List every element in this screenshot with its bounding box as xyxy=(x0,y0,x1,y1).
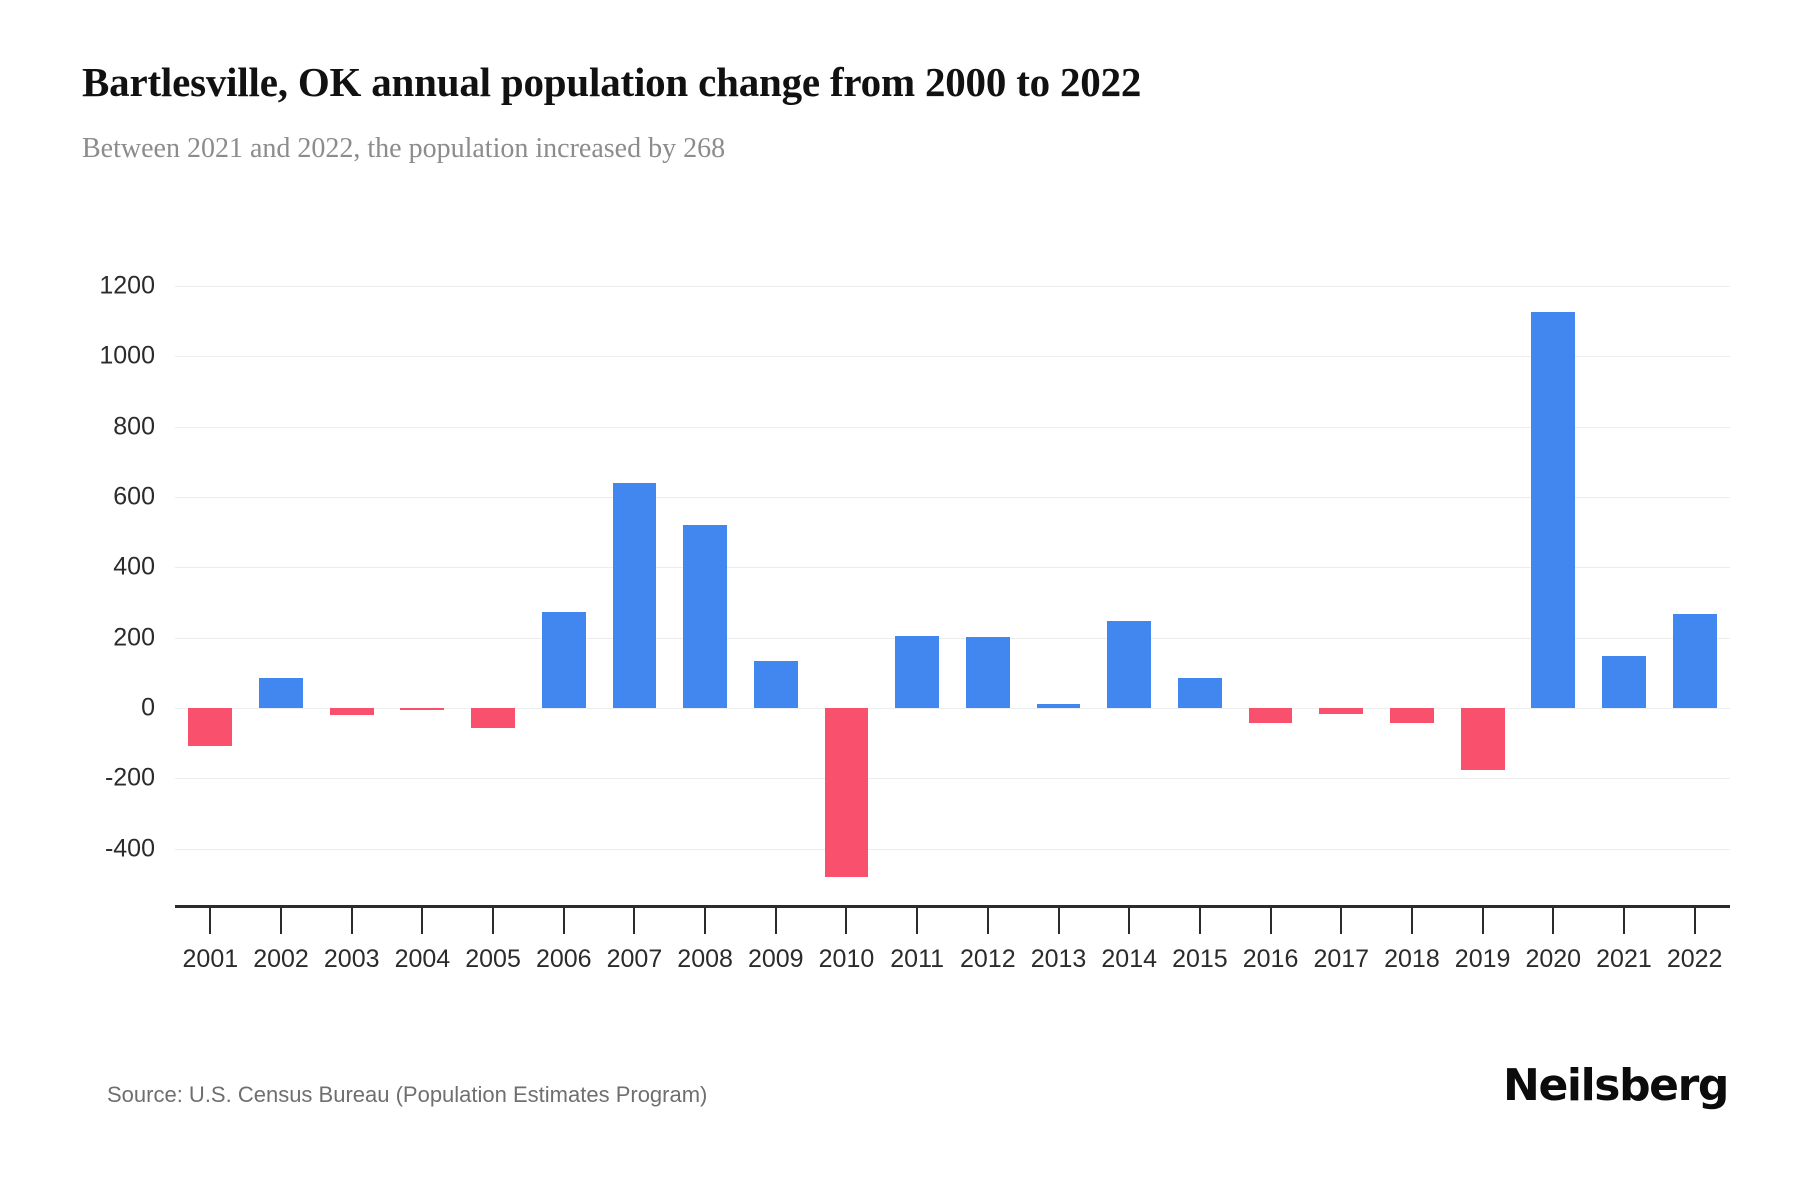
x-axis-tick-label: 2011 xyxy=(890,945,945,973)
bar-2003[interactable] xyxy=(329,708,374,716)
bar-2014[interactable] xyxy=(1107,620,1152,709)
x-axis-tick-labels: 2001 2002 2003 2004 2005 2006 2007 2008 2009 2010… xyxy=(175,945,1730,985)
bar-2016[interactable] xyxy=(1248,708,1293,723)
x-axis-tick-label: 2003 xyxy=(323,945,380,973)
y-axis-tick-label: -400 xyxy=(104,834,155,863)
bar-2015[interactable] xyxy=(1177,677,1222,709)
x-axis-tick xyxy=(1481,908,1484,934)
x-axis-tick xyxy=(1128,908,1131,934)
bar-2001[interactable] xyxy=(188,708,233,746)
bar-2018[interactable] xyxy=(1390,708,1434,724)
x-axis-tick-label: 2001 xyxy=(182,945,239,973)
bar-2002[interactable] xyxy=(259,678,303,709)
x-axis-tick xyxy=(421,908,424,934)
x-axis-tick xyxy=(492,908,495,934)
x-axis-tick-label: 2014 xyxy=(1101,945,1158,973)
x-axis-tick xyxy=(350,908,353,934)
x-axis-tick xyxy=(916,908,919,934)
x-axis-tick xyxy=(774,908,777,934)
page-title: Bartlesville, OK annual population chang… xyxy=(82,59,1142,105)
x-axis-tick xyxy=(633,908,636,934)
x-axis-tick-label: 2010 xyxy=(818,945,875,973)
bar-2011[interactable] xyxy=(895,635,940,709)
x-axis-tick xyxy=(1622,908,1625,934)
x-axis-tick-label: 2019 xyxy=(1454,945,1511,973)
x-axis-tick-label: 2017 xyxy=(1313,945,1370,973)
bar-2009[interactable] xyxy=(753,661,798,709)
bar-2021[interactable] xyxy=(1602,656,1646,709)
x-axis-tick xyxy=(1693,908,1696,934)
bar-2008[interactable] xyxy=(683,524,727,709)
bar-2007[interactable] xyxy=(612,482,657,709)
y-axis-tick-label: 200 xyxy=(113,623,155,652)
x-axis-tick-label: 2016 xyxy=(1242,945,1299,973)
x-axis-tick xyxy=(704,908,707,934)
x-axis-tick-label: 2013 xyxy=(1030,945,1087,973)
x-axis-tick xyxy=(845,908,848,934)
y-axis-tick-label: 1200 xyxy=(99,271,155,300)
plot-area xyxy=(175,265,1730,905)
x-axis-tick-label: 2018 xyxy=(1384,945,1440,973)
y-axis-tick-label: -200 xyxy=(104,763,155,792)
x-axis-tick-label: 2004 xyxy=(394,945,451,973)
x-axis-tick xyxy=(1410,908,1413,934)
x-axis-tick xyxy=(562,908,565,934)
x-axis-tick xyxy=(1269,908,1272,934)
y-axis-tick-label: 400 xyxy=(113,552,155,581)
x-axis-tick-label: 2005 xyxy=(465,945,521,973)
x-axis-tick xyxy=(986,908,989,934)
bar-2017[interactable] xyxy=(1319,708,1364,715)
x-axis-tick xyxy=(1340,908,1343,934)
x-axis-tick-label: 2012 xyxy=(960,945,1016,973)
x-axis-tick-label: 2006 xyxy=(535,945,592,973)
x-axis-tick-label: 2009 xyxy=(747,945,804,973)
x-axis-ticks xyxy=(175,908,1730,934)
brand-logo: Neilsberg xyxy=(1503,1060,1729,1111)
x-axis-tick-label: 2002 xyxy=(253,945,309,973)
x-axis-tick xyxy=(1552,908,1555,934)
x-axis-tick-label: 2021 xyxy=(1596,945,1652,973)
bar-2020[interactable] xyxy=(1531,312,1576,709)
x-axis-tick xyxy=(280,908,283,934)
bar-2006[interactable] xyxy=(541,612,586,709)
y-axis-tick-label: 1000 xyxy=(99,341,155,370)
chart-subtitle: Between 2021 and 2022, the population in… xyxy=(82,133,726,164)
x-axis-tick-label: 2015 xyxy=(1172,945,1228,973)
x-axis-tick-label: 2020 xyxy=(1525,945,1582,973)
bar-2004[interactable] xyxy=(400,708,445,711)
x-axis-tick xyxy=(209,908,212,934)
y-axis-tick-label: 800 xyxy=(113,412,155,441)
x-axis-tick-label: 2008 xyxy=(677,945,733,973)
x-axis-tick xyxy=(1198,908,1201,934)
y-axis-tick-label: 0 xyxy=(141,693,155,722)
bar-2019[interactable] xyxy=(1460,708,1505,770)
x-axis-tick-label: 2007 xyxy=(606,945,663,973)
source-note: Source: U.S. Census Bureau (Population E… xyxy=(107,1082,708,1107)
bar-2005[interactable] xyxy=(471,708,515,729)
x-axis-line xyxy=(175,905,1730,908)
x-axis-tick-label: 2022 xyxy=(1666,945,1723,973)
bar-2022[interactable] xyxy=(1672,613,1717,709)
bar-2013[interactable] xyxy=(1036,704,1081,709)
bar-series xyxy=(175,265,1730,905)
x-axis-tick xyxy=(1057,908,1060,934)
bar-2012[interactable] xyxy=(965,636,1010,709)
bar-2010[interactable] xyxy=(824,708,869,877)
y-axis-tick-label: 600 xyxy=(113,482,155,511)
